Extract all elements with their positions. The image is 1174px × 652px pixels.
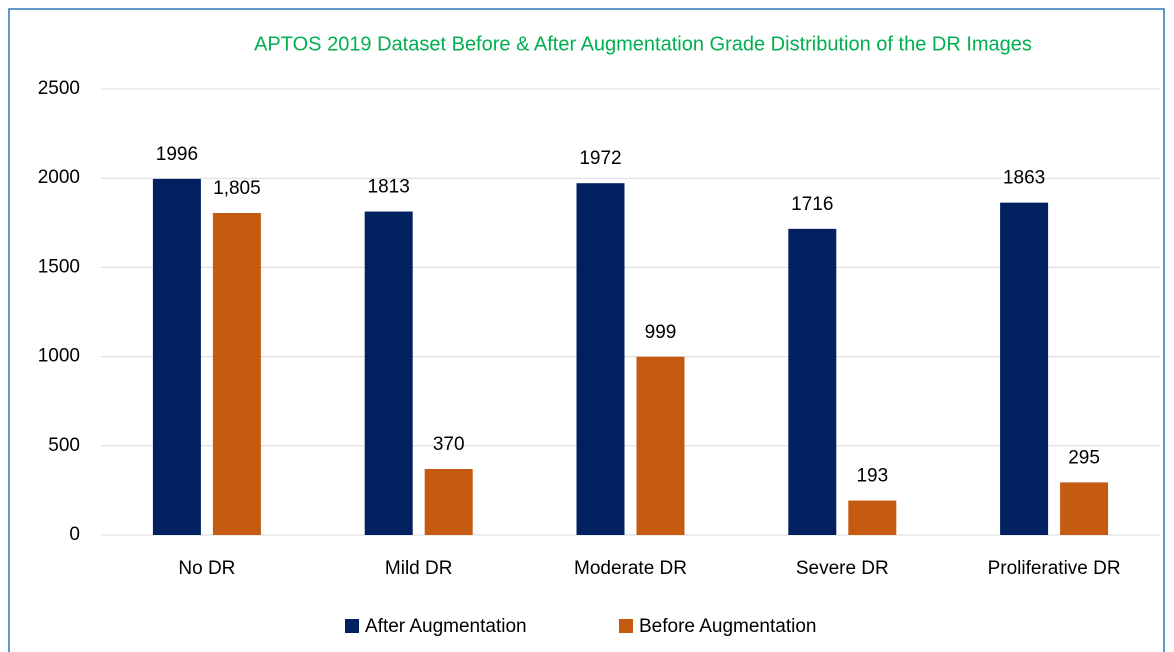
x-tick-label: Severe DR: [796, 558, 889, 579]
data-label: 999: [645, 322, 677, 343]
bar: [848, 500, 897, 535]
legend-swatch: [619, 619, 633, 633]
legend-swatch: [345, 619, 359, 633]
data-label: 1,805: [213, 178, 261, 199]
bar: [1000, 202, 1049, 535]
data-label: 193: [856, 466, 888, 487]
y-tick-label: 2500: [38, 78, 80, 99]
data-label: 1716: [791, 194, 833, 215]
data-label: 1813: [368, 177, 410, 198]
frame: [8, 8, 1165, 652]
bar: [576, 183, 625, 536]
y-tick-label: 2000: [38, 167, 80, 188]
x-tick-label: Proliferative DR: [988, 558, 1121, 579]
bar: [424, 468, 473, 535]
x-tick-label: Mild DR: [385, 558, 453, 579]
x-tick-label: Moderate DR: [574, 558, 687, 579]
bar: [152, 178, 201, 535]
bar: [636, 356, 685, 535]
chart-title: APTOS 2019 Dataset Before & After Augmen…: [254, 33, 1032, 55]
bar: [212, 212, 261, 535]
data-label: 1996: [156, 144, 198, 165]
x-tick-label: No DR: [178, 558, 235, 579]
bar: [788, 228, 837, 535]
data-label: 1972: [579, 148, 621, 169]
y-tick-label: 1000: [38, 346, 80, 367]
data-label: 295: [1068, 447, 1100, 468]
y-tick-label: 500: [48, 435, 80, 456]
data-label: 1863: [1003, 168, 1045, 189]
data-label: 370: [433, 434, 465, 455]
y-tick-label: 1500: [38, 256, 80, 277]
y-tick-label: 0: [69, 524, 80, 545]
legend-label: Before Augmentation: [639, 616, 816, 637]
legend-label: After Augmentation: [365, 616, 527, 637]
bar: [1060, 482, 1109, 535]
bar: [364, 211, 413, 536]
